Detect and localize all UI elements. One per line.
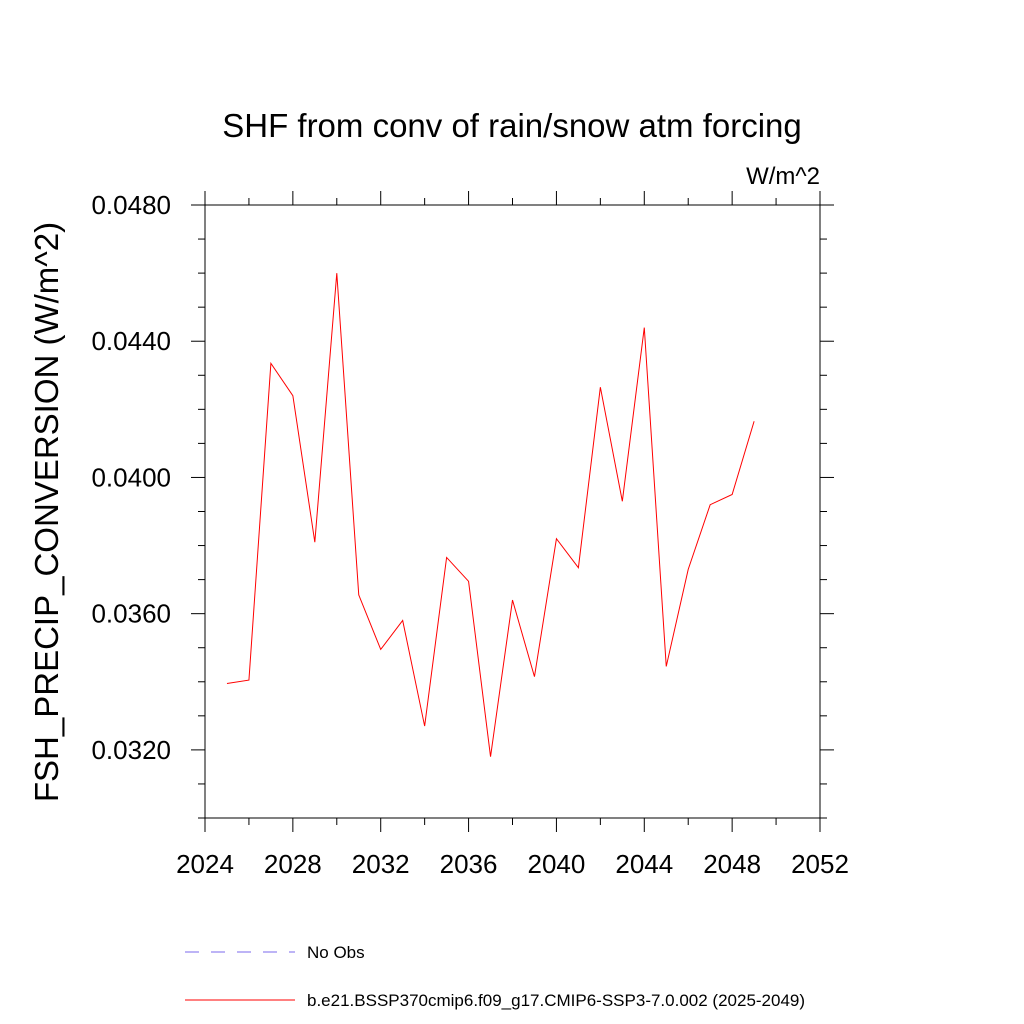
chart-title: SHF from conv of rain/snow atm forcing — [222, 107, 802, 144]
axis-ticks — [191, 191, 834, 832]
y-tick-labels: 0.0320 0.0360 0.0400 0.0440 0.0480 — [91, 190, 171, 765]
legend-label-model: b.e21.BSSP370cmip6.f09_g17.CMIP6-SSP3-7.… — [307, 991, 805, 1010]
x-tick-label: 2036 — [440, 849, 498, 879]
y-tick-label: 0.0400 — [91, 462, 171, 492]
y-axis-label: FSH_PRECIP_CONVERSION (W/m^2) — [28, 222, 65, 802]
x-tick-label: 2040 — [528, 849, 586, 879]
y-tick-label: 0.0440 — [91, 326, 171, 356]
units-label: W/m^2 — [746, 163, 820, 190]
x-tick-label: 2044 — [615, 849, 673, 879]
y-tick-label: 0.0360 — [91, 599, 171, 629]
x-tick-label: 2028 — [264, 849, 322, 879]
y-tick-label: 0.0320 — [91, 735, 171, 765]
x-tick-label: 2032 — [352, 849, 410, 879]
series-line — [226, 273, 755, 757]
legend: No Obs b.e21.BSSP370cmip6.f09_g17.CMIP6-… — [185, 943, 805, 1010]
x-tick-label: 2048 — [703, 849, 761, 879]
x-tick-label: 2052 — [791, 849, 849, 879]
y-tick-label: 0.0480 — [91, 190, 171, 220]
legend-label-no-obs: No Obs — [307, 943, 365, 962]
x-tick-labels: 2024 2028 2032 2036 2040 2044 2048 2052 — [176, 849, 849, 879]
plot-frame — [204, 204, 821, 819]
x-tick-label: 2024 — [176, 849, 234, 879]
series-group — [226, 273, 755, 757]
